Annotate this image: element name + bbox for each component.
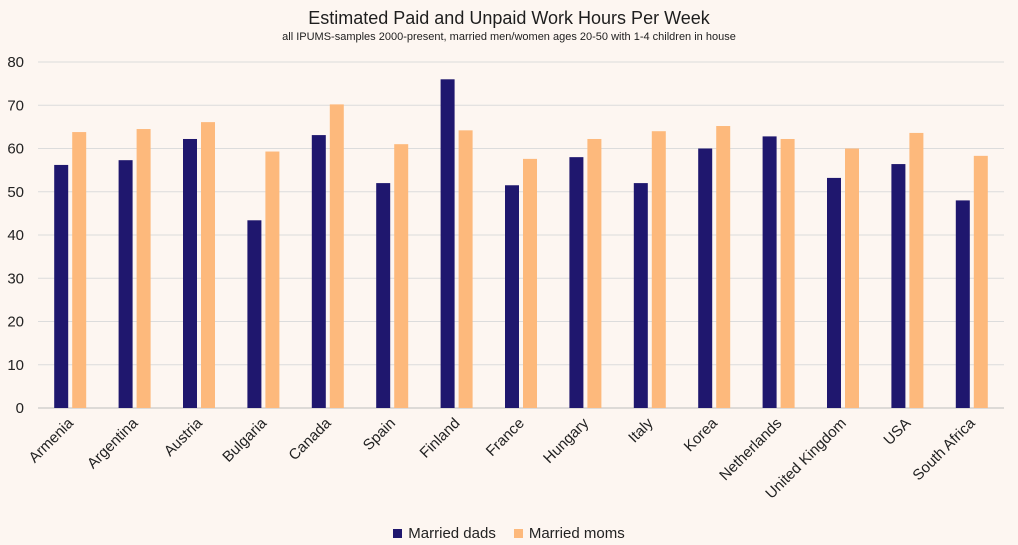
y-axis-ticks: 0 10 20 30 40 50 60 70 80 — [7, 54, 24, 417]
y-tick-label: 30 — [7, 270, 24, 287]
bar-moms-austria — [201, 122, 215, 409]
chart-subtitle: all IPUMS-samples 2000-present, married … — [282, 31, 736, 43]
bar-dads-hungary — [569, 157, 584, 408]
bar-moms-france — [523, 158, 537, 408]
bar-dads-canada — [311, 135, 326, 408]
y-tick-label: 0 — [16, 400, 24, 417]
bar-moms-spain — [394, 144, 409, 409]
x-tick-label: Korea — [681, 414, 722, 455]
x-tick-label: Bulgaria — [219, 414, 270, 465]
bar-moms-usa — [909, 132, 924, 408]
legend-item-dads: Married dads — [393, 525, 496, 542]
x-tick-label: Austria — [161, 414, 206, 459]
bar-dads-austria — [183, 138, 197, 409]
x-tick-label: Canada — [285, 414, 335, 464]
x-tick-label: Finland — [417, 415, 464, 462]
gridlines — [38, 61, 1004, 409]
legend-label-moms: Married moms — [528, 525, 625, 542]
bar-dads-bulgaria — [247, 220, 262, 408]
x-tick-label: South Africa — [909, 414, 979, 484]
y-tick-label: 20 — [7, 314, 24, 331]
x-tick-label: France — [483, 415, 528, 460]
bar-dads-france — [505, 185, 519, 408]
bar-dads-south-africa — [955, 200, 970, 408]
bar-dads-armenia — [54, 164, 69, 408]
y-tick-label: 40 — [7, 227, 24, 244]
bar-dads-italy — [633, 183, 648, 408]
y-tick-label: 70 — [7, 97, 24, 114]
bar-dads-united-kingdom — [827, 177, 841, 408]
bar-moms-netherlands — [780, 138, 795, 409]
x-tick-label: Armenia — [26, 414, 78, 466]
legend-label-dads: Married dads — [408, 525, 496, 542]
bar-dads-korea — [698, 148, 713, 408]
bar-chart: 0 10 20 30 40 50 60 70 80 Armenia Argentina Austri… — [7, 54, 1004, 502]
legend: Married dads Married moms — [0, 525, 1018, 542]
bar-dads-usa — [891, 164, 906, 408]
chart-title: Estimated Paid and Unpaid Work Hours Per… — [308, 8, 710, 28]
bar-dads-finland — [440, 79, 455, 409]
x-tick-label: Italy — [625, 414, 657, 446]
bar-moms-italy — [651, 131, 666, 408]
bar-dads-spain — [376, 183, 391, 408]
legend-swatch-moms — [513, 529, 523, 538]
y-tick-label: 50 — [7, 184, 24, 201]
bar-dads-argentina — [118, 160, 133, 408]
bar-moms-argentina — [136, 129, 151, 408]
x-tick-label: Hungary — [540, 414, 592, 466]
bar-moms-korea — [716, 126, 731, 408]
x-tick-label: Argentina — [84, 414, 142, 472]
bar-moms-bulgaria — [265, 151, 280, 408]
bar-moms-united-kingdom — [845, 148, 859, 408]
y-tick-label: 80 — [7, 54, 24, 71]
y-tick-label: 60 — [7, 141, 24, 158]
bar-moms-canada — [329, 104, 344, 408]
bar-moms-armenia — [72, 132, 87, 408]
bar-moms-finland — [458, 130, 473, 408]
legend-swatch-dads — [393, 529, 403, 538]
x-tick-label: Spain — [360, 415, 399, 454]
bar-moms-hungary — [587, 138, 602, 409]
y-tick-label: 10 — [7, 357, 24, 374]
bar-moms-south-africa — [973, 155, 988, 408]
x-tick-label: USA — [880, 415, 914, 449]
bars — [54, 79, 988, 409]
x-tick-label: Netherlands — [716, 415, 785, 484]
legend-item-moms: Married moms — [513, 525, 625, 542]
bar-dads-netherlands — [762, 136, 777, 408]
x-axis-ticks: Armenia Argentina Austria Bulgaria Canada Spa… — [26, 414, 980, 502]
